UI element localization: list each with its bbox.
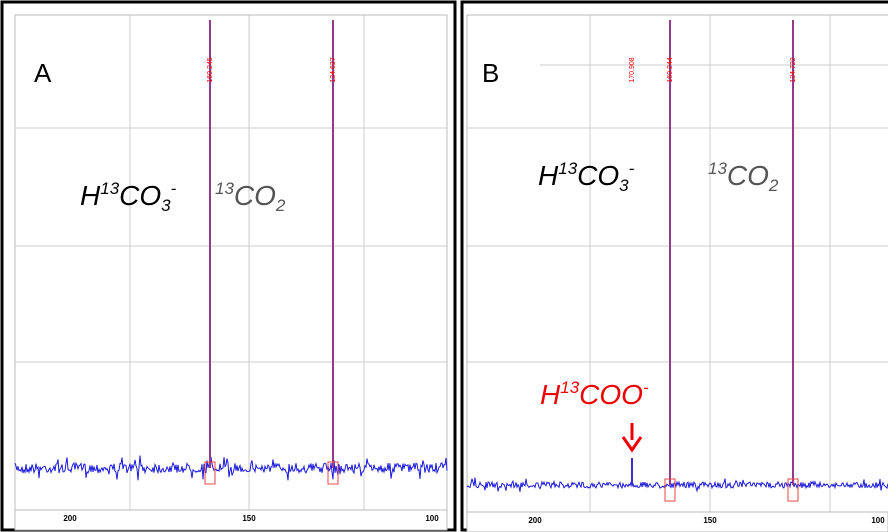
species-label: H13CO3- [80,179,177,215]
x-tick-label: 200 [63,514,77,523]
label-part: 3 [619,176,629,195]
species-label: H13CO3- [538,159,635,195]
label-part: 2 [275,196,286,215]
grid [467,15,888,512]
label-part: - [171,179,177,198]
label-part: 13 [708,159,727,178]
x-tick-label: 150 [703,516,717,525]
label-part: CO [577,160,619,191]
species-label: 13CO2 [708,159,779,195]
label-part: COO [579,379,643,410]
label-part: 2 [768,176,779,195]
label-part: H [80,180,101,211]
peak-label: 124.637 [330,57,337,82]
label-part: CO [234,180,276,211]
x-tick-label: 150 [242,514,256,523]
label-part: 13 [100,179,119,198]
species-label: 13CO2 [215,179,286,215]
integral-box [664,478,676,502]
panel-label: A [34,58,52,88]
spectrum-noise [14,455,448,481]
label-part: 13 [558,159,577,178]
label-part: 13 [215,179,234,198]
panel-label: B [482,58,499,88]
arrow-head [621,436,643,453]
label-part: 3 [161,196,171,215]
label-part: H [538,160,559,191]
x-tick-label: 100 [425,514,439,523]
peak-label: 170.908 [629,57,636,82]
integral-box [204,461,216,485]
peak-label: 160.244 [667,57,674,82]
label-part: - [629,159,635,178]
peak-label: 124.722 [790,57,797,82]
label-part: CO [119,180,161,211]
species-label: H13COO- [540,378,649,410]
label-part: - [643,378,649,397]
x-tick-label: 200 [528,516,542,525]
label-part: H [540,379,561,410]
integral-box [787,478,799,502]
peak-label: 160.245 [207,57,214,82]
label-part: 13 [560,378,579,397]
x-tick-label: 100 [871,516,885,525]
x-axis [466,511,888,532]
x-axis [14,509,448,531]
grid [15,15,447,510]
integral-box [327,461,339,485]
spectrum-noise [466,477,888,493]
label-part: CO [727,160,769,191]
